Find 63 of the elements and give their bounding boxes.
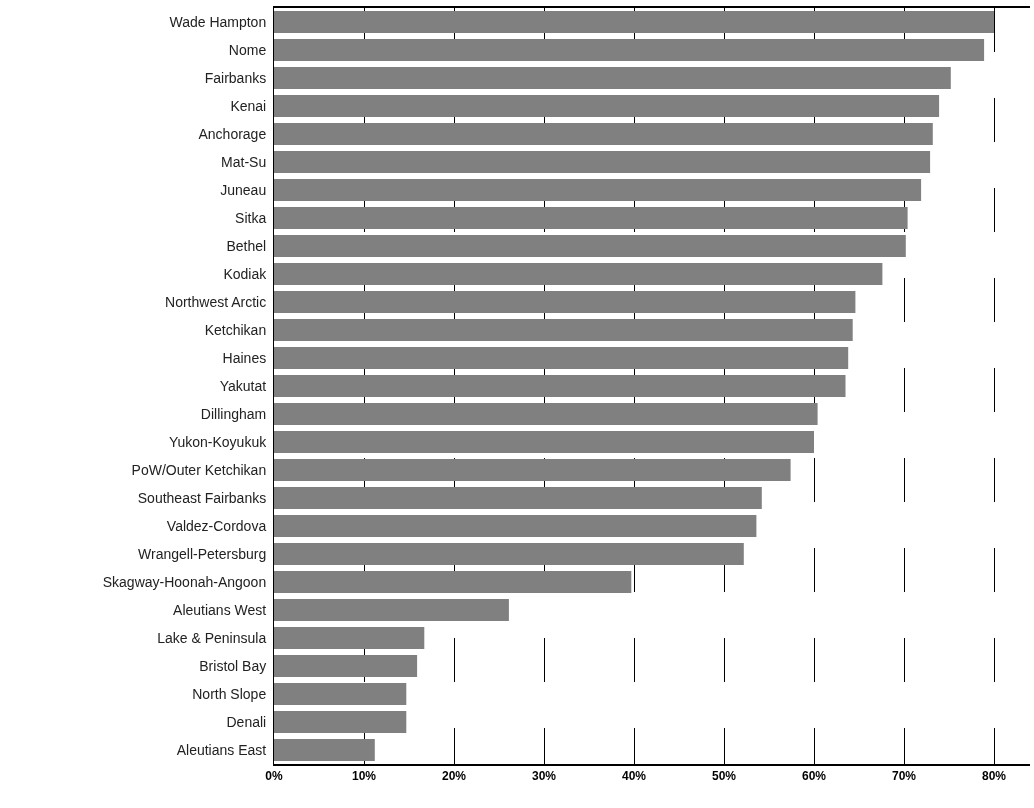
bar xyxy=(274,627,425,649)
bar xyxy=(274,543,744,565)
bar xyxy=(274,95,940,117)
x-tick-label: 20% xyxy=(441,769,467,784)
bar xyxy=(274,487,762,509)
x-tick-label: 40% xyxy=(621,769,647,784)
x-tick-label: 50% xyxy=(711,769,737,784)
bar xyxy=(274,67,951,89)
y-tick-label: Kenai xyxy=(230,97,267,114)
y-tick-label: Mat-Su xyxy=(221,153,267,170)
y-tick-label: Yukon-Koyukuk xyxy=(168,433,268,450)
bar xyxy=(274,459,791,481)
bar xyxy=(274,123,933,145)
bar xyxy=(274,151,931,173)
y-tick-label: Valdez-Cordova xyxy=(166,517,267,534)
x-tick-label: 30% xyxy=(531,769,557,784)
bar xyxy=(274,207,908,229)
bar xyxy=(274,11,994,33)
bar xyxy=(274,711,407,733)
y-tick-label: Lake & Peninsula xyxy=(157,629,267,646)
y-tick-label: Bethel xyxy=(226,237,267,254)
y-tick-label: Northwest Arctic xyxy=(165,293,267,310)
x-tick-label: 10% xyxy=(351,769,377,784)
bar xyxy=(274,347,849,369)
y-tick-label: Aleutians West xyxy=(173,601,267,618)
bar xyxy=(274,739,375,761)
y-tick-label: Dillingham xyxy=(200,405,267,422)
bar xyxy=(274,263,883,285)
bar xyxy=(274,683,407,705)
y-tick-label: Haines xyxy=(222,349,267,366)
bar xyxy=(274,571,632,593)
y-tick-label: Wade Hampton xyxy=(169,13,267,30)
y-tick-label: Southeast Fairbanks xyxy=(137,489,267,506)
y-tick-label: Bristol Bay xyxy=(199,657,267,674)
bar xyxy=(274,291,856,313)
y-tick-label: North Slope xyxy=(192,685,267,702)
bar xyxy=(274,235,906,257)
bar xyxy=(274,403,818,425)
y-tick-label: PoW/Outer Ketchikan xyxy=(131,461,267,478)
y-tick-label: Aleutians East xyxy=(176,741,267,758)
y-tick-label: Yakutat xyxy=(219,377,267,394)
y-tick-label: Fairbanks xyxy=(204,69,267,86)
y-tick-label: Juneau xyxy=(220,181,267,198)
x-tick-label: 60% xyxy=(801,769,827,784)
y-tick-label: Nome xyxy=(228,41,267,58)
y-tick-label: Anchorage xyxy=(198,125,267,142)
x-tick-label: 0% xyxy=(265,769,283,784)
y-tick-label: Sitka xyxy=(235,209,267,226)
x-tick-label: 80% xyxy=(981,769,1007,784)
y-tick-label: Wrangell-Petersburg xyxy=(138,545,267,562)
bar xyxy=(274,39,985,61)
bar xyxy=(274,179,922,201)
y-tick-label: Ketchikan xyxy=(204,321,267,338)
bar xyxy=(274,655,418,677)
y-tick-label: Denali xyxy=(226,713,267,730)
bar xyxy=(274,515,757,537)
bar xyxy=(274,599,509,621)
y-tick-label: Skagway-Hoonah-Angoon xyxy=(102,573,267,590)
y-tick-label: Kodiak xyxy=(223,265,268,282)
bar xyxy=(274,431,814,453)
x-tick-label: 70% xyxy=(891,769,917,784)
bar xyxy=(274,319,853,341)
bar xyxy=(274,375,846,397)
